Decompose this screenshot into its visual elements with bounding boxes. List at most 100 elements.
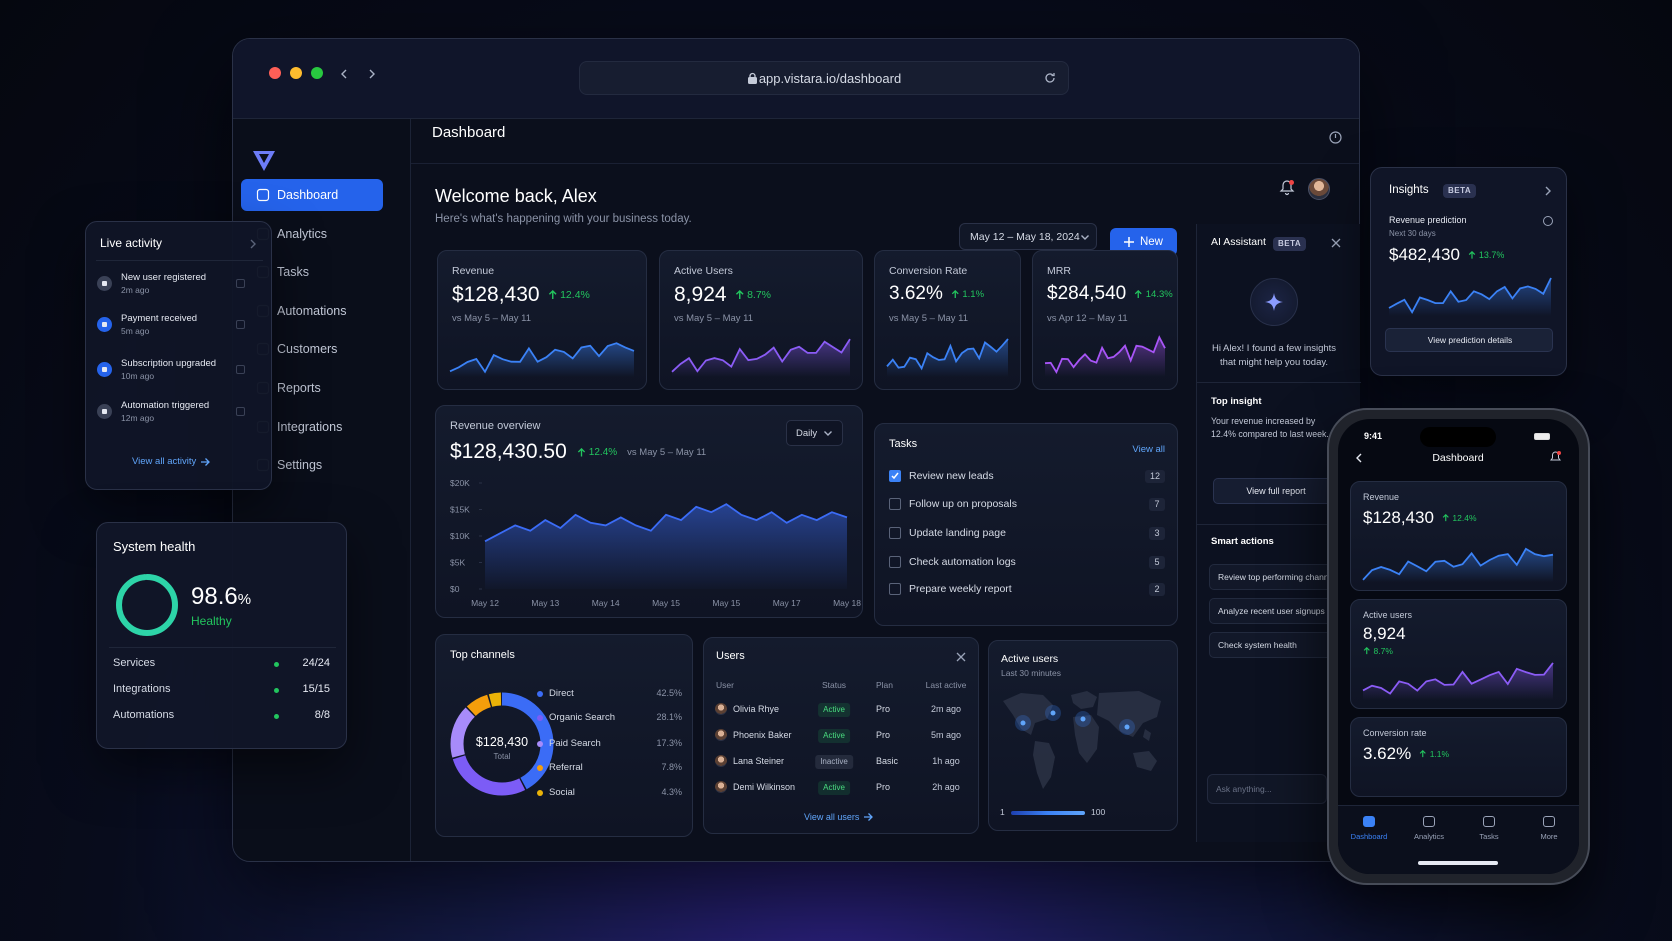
tab-icon[interactable] — [1543, 816, 1555, 827]
header-divider — [411, 163, 1359, 164]
checkbox[interactable] — [889, 527, 901, 539]
tab-icon[interactable] — [1483, 816, 1495, 827]
smart-action[interactable]: Review top performing channels — [1209, 564, 1339, 590]
x-tick-label: May 15 — [652, 598, 680, 608]
smart-action[interactable]: Check system health — [1209, 632, 1333, 658]
kpi-value-row: 3.62% 1.1% — [889, 283, 984, 305]
health-row-value: 24/24 — [302, 657, 330, 669]
chart-value: $128,430.50 — [450, 440, 567, 463]
tab-icon[interactable] — [1423, 816, 1435, 827]
input-placeholder: Ask anything... — [1216, 784, 1272, 794]
window-dot — [290, 67, 302, 79]
view-all-users[interactable]: View all users — [804, 812, 874, 822]
right-arrow — [201, 457, 211, 466]
legend-value: 7.8% — [661, 762, 682, 772]
home-indicator — [1418, 861, 1498, 865]
chevron-shape — [369, 69, 375, 79]
nav-item[interactable]: Dashboard — [241, 179, 383, 211]
activity-time: 10m ago — [121, 371, 155, 381]
activity-dot — [1124, 724, 1130, 730]
nav-label: Customers — [277, 342, 338, 357]
continent — [1071, 691, 1097, 709]
sparkline-area — [1363, 662, 1553, 700]
health-value: 98.6 — [191, 583, 238, 610]
activity-label: Subscription upgraded — [121, 358, 217, 369]
kpi-value-row: $284,540 14.3% — [1047, 283, 1173, 305]
ask-input[interactable]: Ask anything... — [1207, 774, 1327, 804]
prediction-button[interactable]: View prediction details — [1385, 328, 1553, 352]
continent — [1003, 693, 1053, 735]
date-range-button[interactable]: May 12 – May 18, 2024 — [959, 223, 1097, 250]
x-tick-label: May 15 — [712, 598, 740, 608]
sparkline-line — [1362, 547, 1554, 581]
welcome-title: Welcome back, Alex — [435, 186, 597, 206]
nav-label: Integrations — [277, 419, 343, 434]
tab-label: Analytics — [1413, 832, 1445, 841]
card-title: Live activity — [100, 236, 163, 250]
phone-card-label: Active users — [1363, 610, 1413, 620]
view-all-activity[interactable]: View all activity — [132, 456, 211, 467]
checkbox[interactable] — [889, 470, 901, 482]
check-icon — [891, 472, 899, 480]
donut-center-label: Total — [494, 752, 511, 761]
url-bar[interactable]: app.vistara.io/dashboard — [579, 61, 1069, 95]
panel-title: AI Assistant — [1211, 236, 1266, 248]
health-value-row: 98.6% — [191, 583, 251, 611]
logo — [253, 151, 275, 171]
section-title: Smart actions — [1211, 536, 1274, 547]
line-series — [484, 503, 848, 543]
right-arrow — [864, 813, 874, 821]
report-button[interactable]: View full report — [1213, 478, 1337, 504]
change-value: 14.3% — [1145, 288, 1173, 300]
smart-action[interactable]: Analyze recent user signups — [1209, 598, 1333, 624]
status-time: 9:41 — [1364, 431, 1383, 441]
arrow-shape — [864, 813, 874, 821]
chevron — [341, 69, 347, 79]
x-tick-label: May 18 — [833, 598, 861, 608]
map-title: Active users — [1001, 653, 1059, 665]
reload-icon — [1045, 73, 1055, 83]
change-value: 12.4% — [560, 289, 590, 301]
status-dot — [274, 714, 279, 719]
close-icon — [1331, 238, 1341, 248]
chevron-shape — [1356, 453, 1362, 463]
user-plan: Pro — [876, 730, 891, 740]
badge: BETA — [1443, 184, 1477, 198]
y-tick-label: $5K — [450, 558, 465, 568]
phone-card-value: 3.62% — [1363, 744, 1412, 763]
chevron — [369, 69, 375, 79]
tab-icon[interactable] — [1363, 816, 1375, 827]
sparkle-shape — [1265, 293, 1283, 311]
icon-shape — [256, 188, 270, 202]
line-chart: $0 $5K $10K $15K $20K May 12 May 13 May 14 May 1… — [450, 478, 861, 608]
new-button-text: New — [1139, 236, 1163, 248]
date-range-text: May 12 – May 18, 2024 — [970, 230, 1080, 243]
metric-period: Next 30 days — [1389, 229, 1436, 238]
task-label: Check automation logs — [909, 556, 1016, 568]
kpi-period: vs Apr 12 – May 11 — [1047, 313, 1128, 324]
health-row-value: 15/15 — [302, 683, 330, 695]
arrow-shape — [1363, 647, 1370, 655]
checkbox[interactable] — [889, 556, 901, 568]
chevron — [824, 431, 833, 436]
sparkline — [1044, 335, 1166, 377]
y-tick-label: $10K — [450, 531, 470, 541]
range-button[interactable]: Daily — [786, 420, 844, 446]
icon-shape — [1543, 216, 1553, 226]
activity-time: 5m ago — [121, 326, 150, 336]
view-all-link[interactable]: View all — [1132, 444, 1165, 455]
checkbox[interactable] — [889, 498, 901, 510]
avatar[interactable] — [1308, 178, 1330, 200]
checkbox[interactable] — [889, 583, 901, 595]
change: 1.1% — [1419, 749, 1449, 759]
icon-shape — [1329, 131, 1342, 144]
change-value: 12.4% — [1452, 513, 1477, 523]
legend-value: 4.3% — [661, 787, 682, 797]
nav-label: Analytics — [277, 226, 328, 241]
continent — [1133, 751, 1157, 771]
activity-label: Automation triggered — [121, 400, 210, 411]
nav-icon — [256, 188, 270, 202]
activity-dot — [1080, 716, 1086, 722]
phone-card-value: $128,430 — [1363, 508, 1434, 527]
